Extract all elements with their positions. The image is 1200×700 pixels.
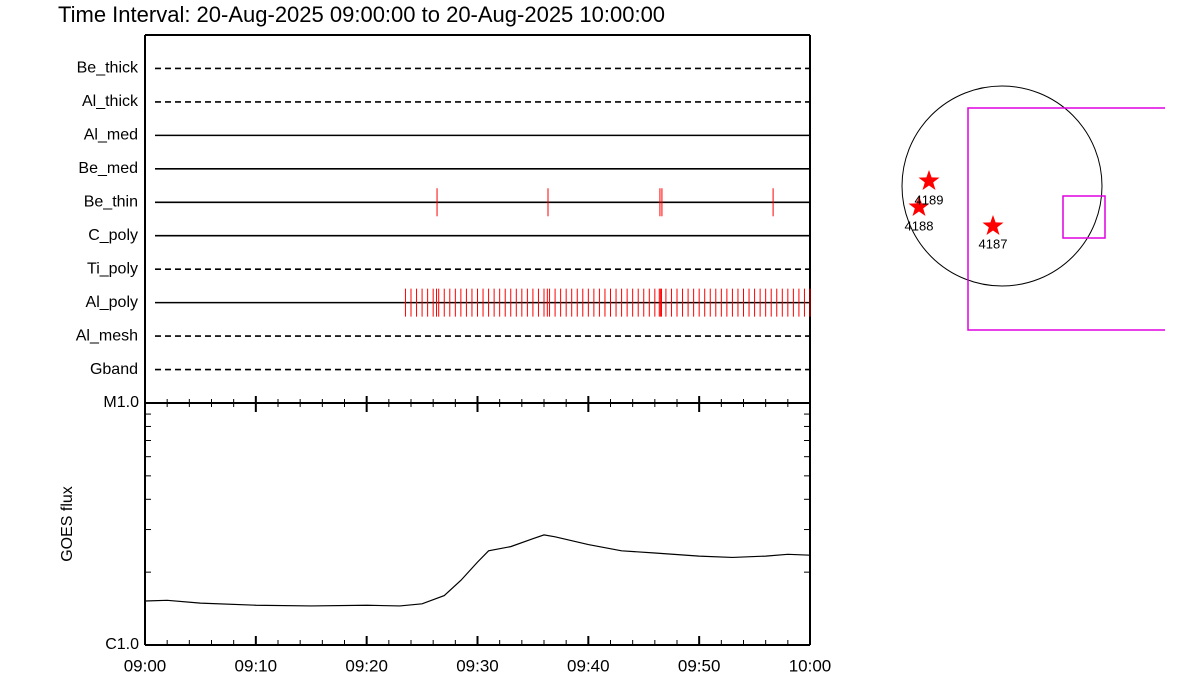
y-tick-label: M1.0 — [103, 394, 139, 411]
x-tick-label: 09:10 — [235, 656, 278, 675]
sun-map: 4189 4188 4187 — [901, 85, 1165, 331]
x-tick-label: 09:50 — [678, 656, 721, 675]
chart-title: Time Interval: 20-Aug-2025 09:00:00 to 2… — [58, 2, 665, 27]
y-axis-label: GOES flux — [59, 486, 76, 562]
x-tick-label: 09:30 — [456, 656, 499, 675]
region-label: 4189 — [915, 192, 944, 207]
region-star — [982, 215, 1004, 235]
row-label: Al_poly — [86, 294, 138, 311]
flux-line — [144, 534, 811, 607]
fov-box-small — [1062, 195, 1106, 239]
x-tick-label: 10:00 — [789, 656, 832, 675]
region-star — [918, 170, 940, 190]
row-label: Al_thick — [82, 93, 139, 110]
row-label: Gband — [90, 361, 138, 378]
row-label: Al_mesh — [76, 327, 138, 344]
x-tick-label: 09:00 — [124, 656, 167, 675]
row-label: Be_med — [78, 160, 138, 177]
x-tick-label: 09:40 — [567, 656, 610, 675]
row-label: Al_med — [84, 127, 138, 144]
row-label: Ti_poly — [87, 260, 138, 277]
y-tick-label: C1.0 — [105, 636, 139, 653]
row-label: Be_thick — [77, 60, 139, 77]
region-label: 4188 — [905, 218, 934, 233]
row-label: C_poly — [88, 227, 138, 244]
region-star — [908, 196, 930, 216]
x-tick-label: 09:20 — [345, 656, 388, 675]
region-label: 4187 — [979, 236, 1008, 251]
solar-limb — [901, 85, 1103, 287]
row-label: Be_thin — [84, 193, 138, 210]
fov-box — [967, 107, 1165, 331]
